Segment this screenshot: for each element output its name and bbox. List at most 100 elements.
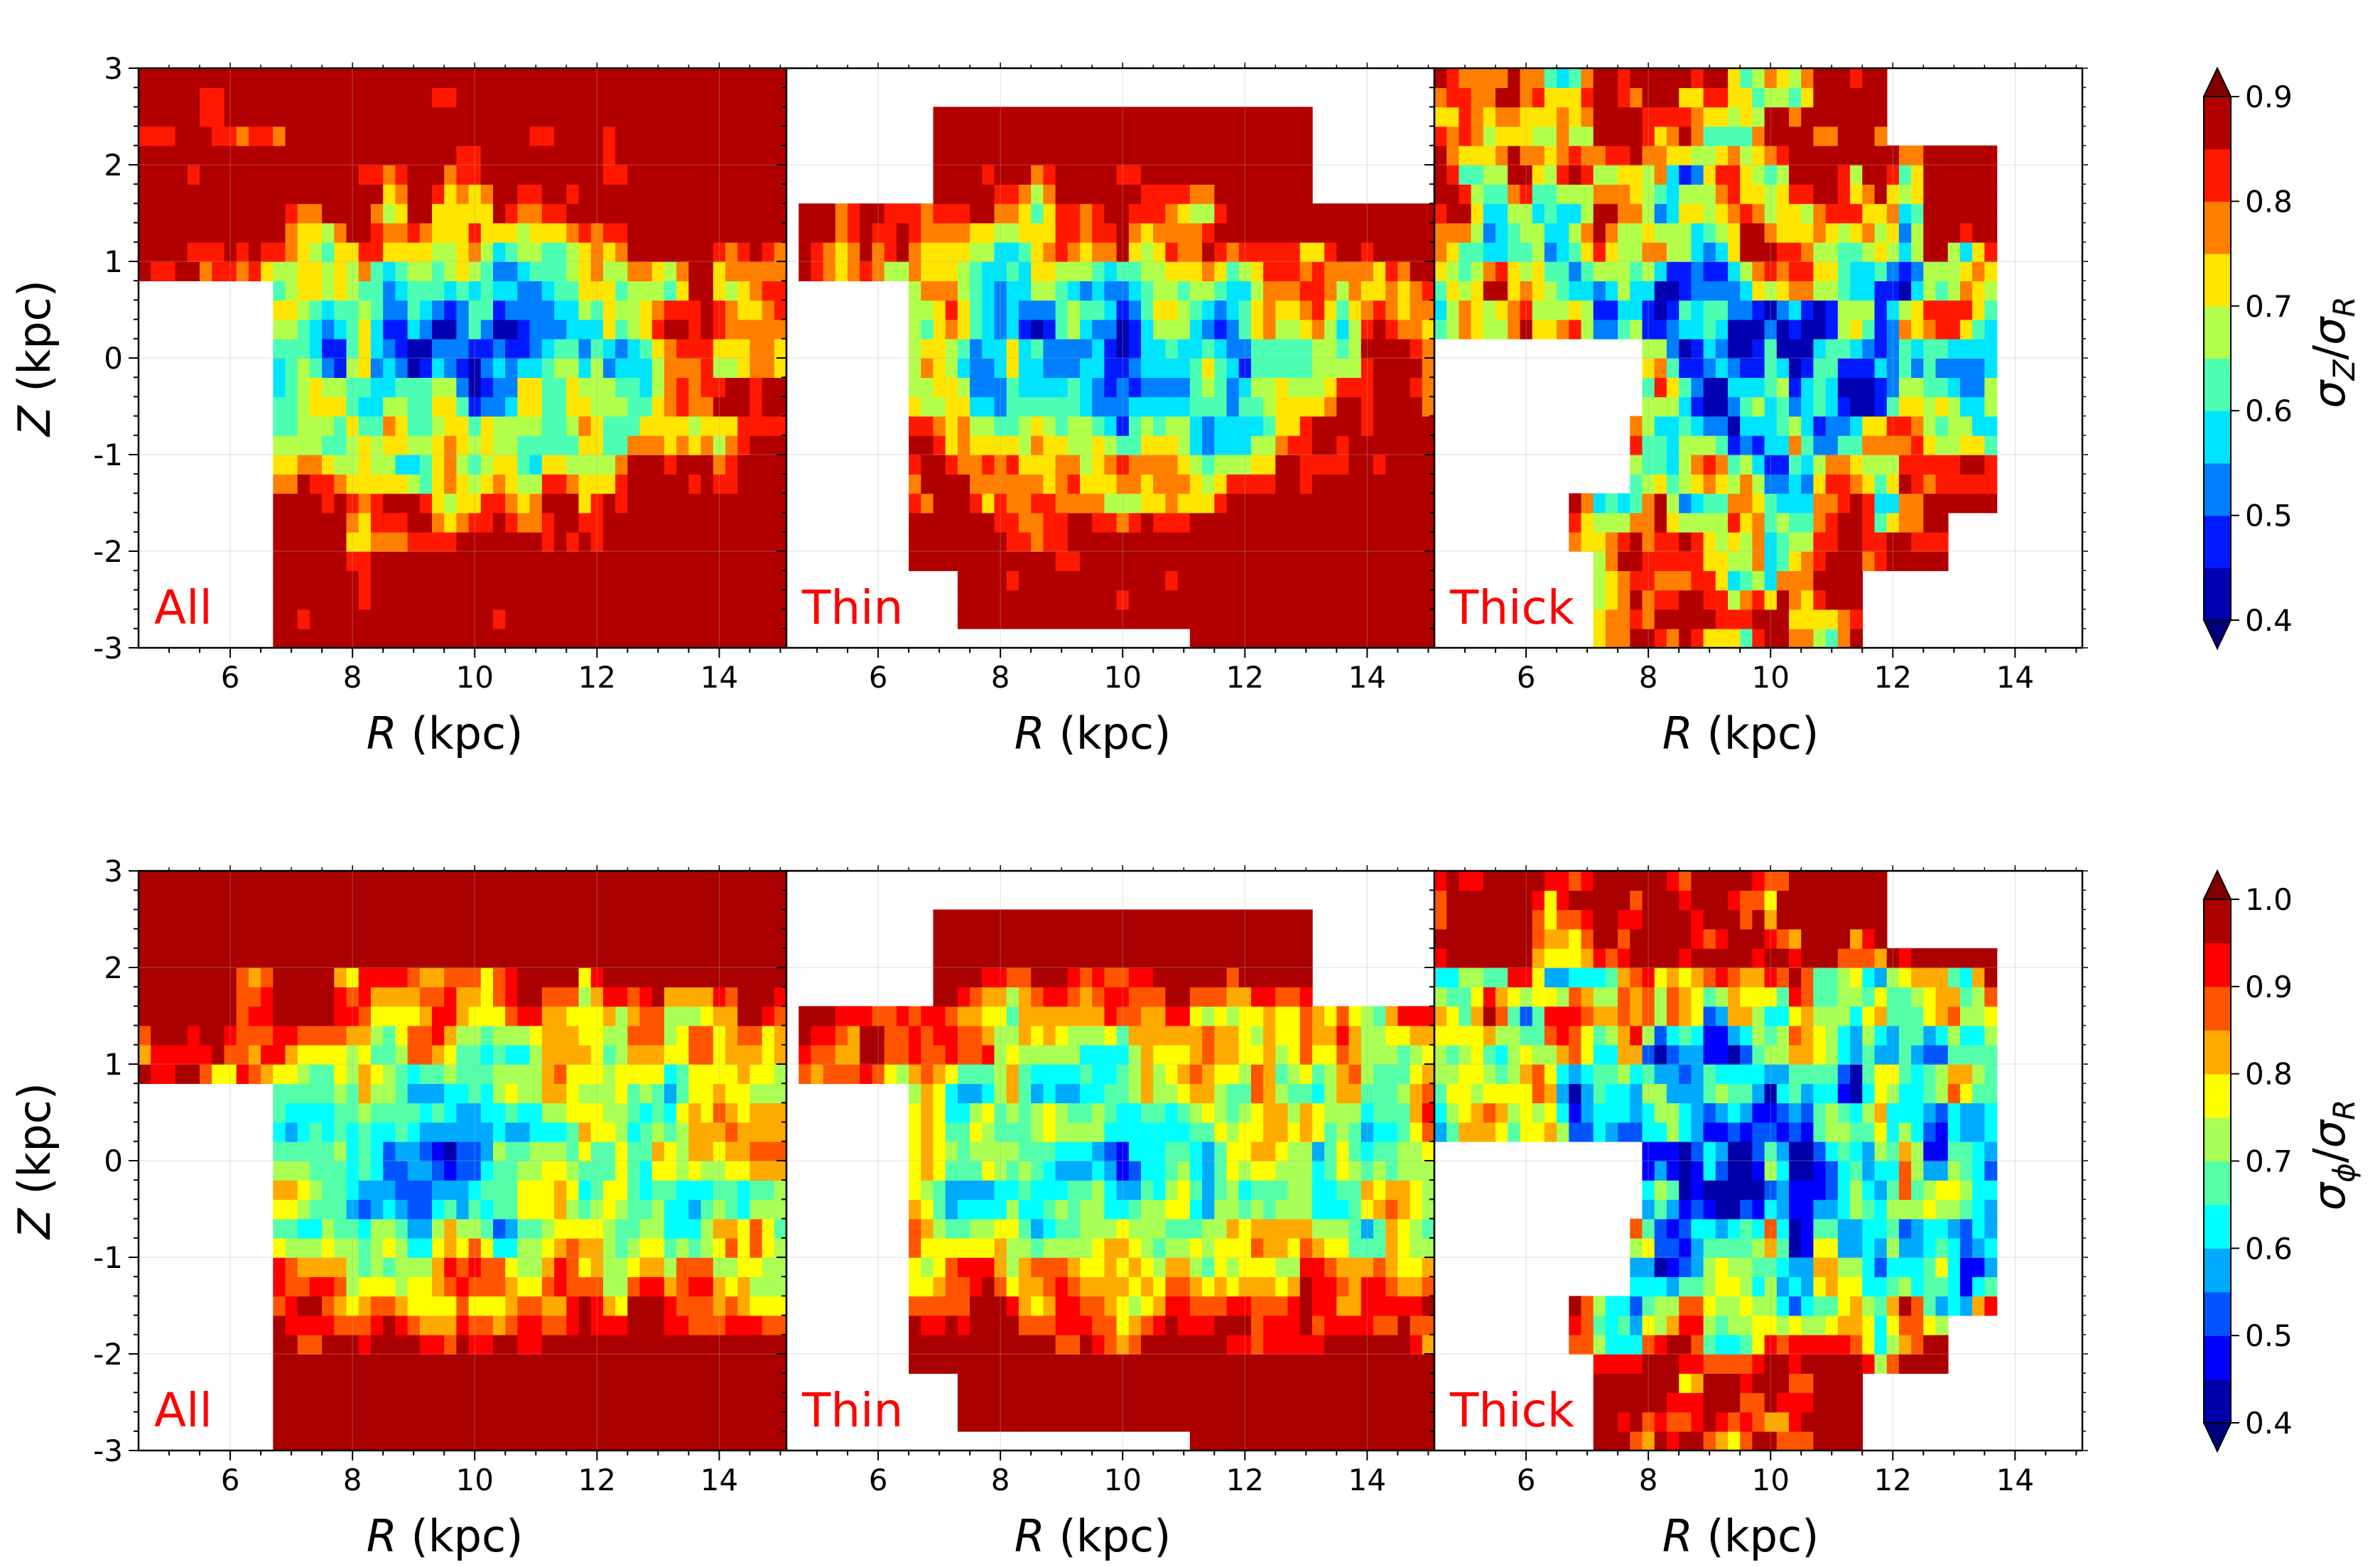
heatmap-cell (1740, 455, 1753, 475)
heatmap-cell (1898, 396, 1912, 417)
heatmap-cell (1324, 551, 1338, 571)
heatmap-cell (1373, 551, 1386, 571)
heatmap-cell (909, 455, 922, 475)
heatmap-cell (1250, 107, 1264, 127)
heatmap-cell (762, 435, 775, 455)
heatmap-cell (566, 1064, 580, 1084)
heatmap-cell (1874, 512, 1888, 533)
heatmap-cell (297, 435, 310, 455)
heatmap-cell (933, 107, 946, 127)
heatmap-cell (529, 396, 543, 417)
heatmap-cell (432, 281, 445, 301)
heatmap-cell (444, 967, 458, 987)
heatmap-cell (1605, 126, 1618, 146)
heatmap-cell (370, 87, 384, 108)
heatmap-cell (957, 338, 970, 359)
heatmap-cell (468, 1431, 482, 1451)
heatmap-cell (1947, 261, 1961, 281)
heatmap-cell (456, 1354, 470, 1374)
heatmap-cell (994, 416, 1007, 436)
heatmap-cell (1177, 493, 1191, 514)
heatmap-cell (1128, 319, 1142, 340)
heatmap-cell (322, 1199, 335, 1220)
heatmap-cell (578, 281, 592, 301)
colorbar-tick-label: 0.9 (2245, 80, 2293, 114)
heatmap-cell (590, 261, 604, 281)
heatmap-cell (578, 531, 592, 552)
heatmap-cell (566, 1044, 580, 1065)
heatmap-cell (578, 396, 592, 417)
heatmap-cell (1043, 165, 1056, 185)
heatmap-cell (1605, 165, 1618, 185)
heatmap-cell (1715, 203, 1729, 224)
heatmap-cell (1067, 126, 1081, 146)
colorbar-label: σZ/σR (2303, 296, 2362, 408)
heatmap-cell (322, 1257, 335, 1277)
x-axis-label: R (kpc) (367, 707, 524, 759)
heatmap-cell (322, 1161, 335, 1181)
heatmap-cell (1569, 281, 1582, 301)
heatmap-cell (664, 87, 677, 108)
heatmap-cell (578, 338, 592, 359)
heatmap-cell (224, 890, 237, 911)
heatmap-cell (322, 890, 335, 911)
heatmap-cell (309, 987, 323, 1007)
heatmap-cell (505, 416, 519, 436)
heatmap-cell (1018, 222, 1032, 243)
heatmap-cell (358, 1276, 372, 1297)
heatmap-cell (541, 628, 555, 648)
heatmap-cell (615, 590, 629, 610)
heatmap-cell (541, 126, 555, 146)
heatmap-cell (248, 871, 261, 891)
heatmap-cell (566, 570, 580, 591)
heatmap-cell (383, 242, 396, 262)
heatmap-cell (982, 165, 995, 185)
heatmap-cell (1128, 300, 1142, 320)
heatmap-cell (1886, 145, 1900, 166)
heatmap-cell (456, 338, 470, 359)
heatmap-cell (970, 281, 983, 301)
heatmap-cell (1618, 570, 1631, 591)
heatmap-cell (1703, 531, 1716, 552)
heatmap-cell (1324, 416, 1338, 436)
heatmap-cell (1263, 377, 1277, 398)
heatmap-cell (1862, 87, 1876, 108)
heatmap-cell (334, 928, 347, 949)
heatmap-cell (370, 1411, 384, 1432)
heatmap-cell (151, 871, 164, 891)
heatmap-cell (1691, 609, 1704, 629)
heatmap-cell (627, 107, 641, 127)
heatmap-cell (407, 261, 421, 281)
heatmap-cell (1679, 145, 1692, 166)
heatmap-cell (139, 222, 151, 243)
heatmap-cell (297, 1315, 310, 1335)
heatmap-cell (676, 590, 690, 610)
heatmap-cell (200, 222, 212, 243)
x-axis-unit: (kpc) (1045, 707, 1171, 759)
heatmap-cell (688, 87, 702, 108)
heatmap-cell (1679, 222, 1692, 243)
heatmap-cell (407, 281, 421, 301)
heatmap-cell (346, 1373, 359, 1394)
heatmap-cell (151, 1025, 164, 1046)
heatmap-cell (1006, 242, 1019, 262)
heatmap-cell (933, 126, 946, 146)
heatmap-cell (1410, 531, 1423, 552)
heatmap-cell (334, 242, 347, 262)
heatmap-cell (1397, 455, 1411, 475)
heatmap-cell (664, 165, 677, 185)
heatmap-cell (1348, 300, 1362, 320)
heatmap-cell (1728, 590, 1741, 610)
heatmap-cell (1495, 184, 1508, 205)
heatmap-cell (1825, 377, 1839, 398)
heatmap-cell (407, 87, 421, 108)
heatmap-cell (1898, 493, 1912, 514)
heatmap-cell (957, 358, 970, 378)
heatmap-cell (432, 1025, 445, 1046)
heatmap-cell (1189, 319, 1203, 340)
heatmap-cell (1666, 68, 1679, 88)
heatmap-cell (456, 1199, 470, 1220)
heatmap-cell (309, 531, 323, 552)
heatmap-cell (285, 570, 298, 591)
heatmap-cell (1311, 300, 1325, 320)
